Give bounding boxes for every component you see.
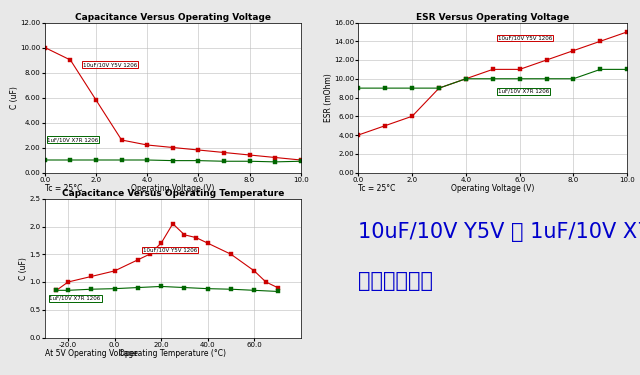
Title: Capacitance Versus Operating Temperature: Capacitance Versus Operating Temperature — [61, 189, 284, 198]
Y-axis label: C (uF): C (uF) — [19, 256, 28, 280]
Text: 1uF/10V X7R 1206: 1uF/10V X7R 1206 — [498, 89, 549, 94]
Text: 10uF/10V Y5V 1206: 10uF/10V Y5V 1206 — [498, 35, 552, 40]
Y-axis label: ESR (mOhm): ESR (mOhm) — [324, 73, 333, 122]
X-axis label: Operating Temperature (°C): Operating Temperature (°C) — [119, 349, 227, 358]
Text: 10uF/10V Y5V 1206: 10uF/10V Y5V 1206 — [83, 62, 138, 67]
X-axis label: Operating Voltage (V): Operating Voltage (V) — [451, 184, 534, 193]
Text: Tc = 25°C: Tc = 25°C — [45, 184, 82, 193]
Title: Capacitance Versus Operating Voltage: Capacitance Versus Operating Voltage — [75, 13, 271, 22]
Text: 1uF/10V X7R 1206: 1uF/10V X7R 1206 — [49, 296, 100, 301]
Text: 10uF/10V Y5V 1206: 10uF/10V Y5V 1206 — [143, 248, 196, 252]
Text: 10uF/10V Y5V 与 1uF/10V X7R: 10uF/10V Y5V 与 1uF/10V X7R — [358, 222, 640, 243]
Title: ESR Versus Operating Voltage: ESR Versus Operating Voltage — [416, 13, 570, 22]
Text: Tc = 25°C: Tc = 25°C — [358, 184, 396, 193]
Text: 性能相差不大: 性能相差不大 — [358, 271, 433, 291]
Y-axis label: C (uF): C (uF) — [10, 86, 19, 109]
X-axis label: Operating Voltage (V): Operating Voltage (V) — [131, 184, 214, 193]
Text: 1uF/10V X7R 1206: 1uF/10V X7R 1206 — [47, 137, 99, 142]
Text: At 5V Operating Voltage: At 5V Operating Voltage — [45, 349, 138, 358]
